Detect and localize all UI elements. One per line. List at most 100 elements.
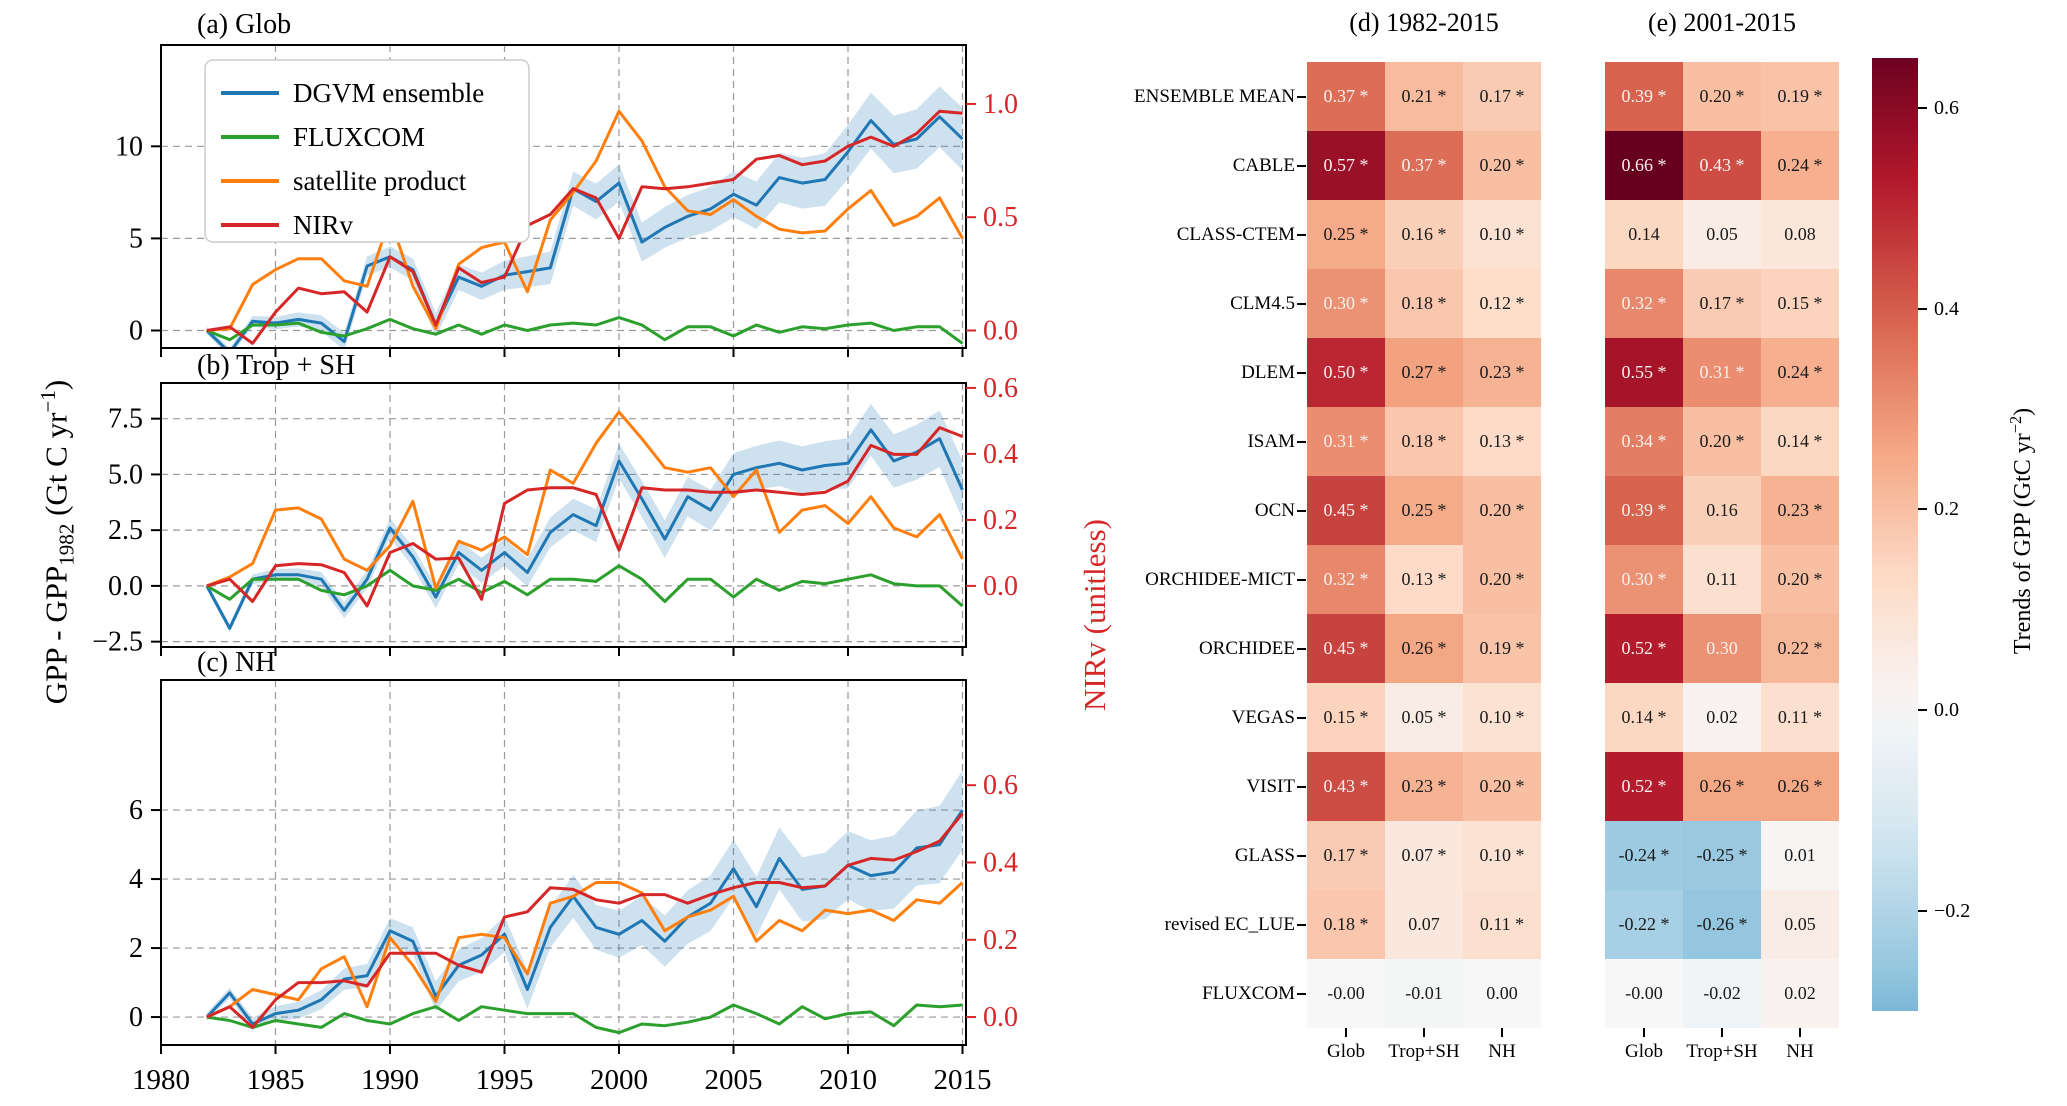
column-label-nh: NH xyxy=(1786,1041,1814,1062)
row-label-class-ctem: CLASS-CTEM xyxy=(1176,223,1295,245)
heatmap-cell: 0.05 * xyxy=(1385,683,1463,752)
heatmap-cell: 0.31 * xyxy=(1683,338,1761,407)
row-label-orchidee: ORCHIDEE xyxy=(1198,637,1295,659)
heatmap-title-d: (d) 1982-2015 xyxy=(1349,8,1499,37)
right-y-tick-label: 0.2 xyxy=(983,925,1018,956)
panel-title-a: (a) Glob xyxy=(197,9,291,40)
x-tick-label: 2005 xyxy=(705,1064,763,1096)
heatmap-cell: 0.17 * xyxy=(1683,269,1761,338)
panel-a: 0 5 10 0.0 0.5 1.0 (a) Glob xyxy=(115,9,1018,357)
row-tick xyxy=(1297,302,1306,305)
y-tick-label: −2.5 xyxy=(92,627,143,658)
heatmap-cell: 0.05 xyxy=(1761,890,1839,959)
heatmap-cell: 0.18 * xyxy=(1385,269,1463,338)
heatmap-cell: 0.11 * xyxy=(1761,683,1839,752)
heatmap-cell: 0.31 * xyxy=(1307,407,1385,476)
panel-c: 0 2 4 6 0.0 0.2 0.4 0.6 1980 1985 1990 1995 2000 2005… xyxy=(129,647,1018,1096)
heatmap-cell: 0.30 * xyxy=(1307,269,1385,338)
heatmap-cell: -0.25 * xyxy=(1683,821,1761,890)
row-tick xyxy=(1297,854,1306,857)
row-tick xyxy=(1297,647,1306,650)
heatmap-cell: -0.01 xyxy=(1385,959,1463,1028)
panel-title-b: (b) Trop + SH xyxy=(197,350,355,381)
heatmap-cell: 0.16 xyxy=(1683,476,1761,545)
series-line-fluxcom xyxy=(206,1003,963,1035)
heatmap-cell: -0.22 * xyxy=(1605,890,1683,959)
heatmap-title-e: (e) 2001-2015 xyxy=(1647,8,1796,37)
heatmap-cell: -0.02 xyxy=(1683,959,1761,1028)
heatmap-cell: 0.00 xyxy=(1463,959,1541,1028)
heatmap-cell: -0.00 xyxy=(1307,959,1385,1028)
heatmap-cell: 0.66 * xyxy=(1605,131,1683,200)
column-tick xyxy=(1721,1028,1723,1037)
row-tick xyxy=(1297,164,1306,167)
column-label-trop-sh: Trop+SH xyxy=(1686,1041,1758,1062)
heatmap-cell: 0.26 * xyxy=(1683,752,1761,821)
heatmap-cell: 0.14 * xyxy=(1761,407,1839,476)
heatmap-cell: 0.11 * xyxy=(1463,890,1541,959)
heatmap-cell: 0.18 * xyxy=(1385,407,1463,476)
y-tick-label: 5.0 xyxy=(108,459,143,490)
column-tick xyxy=(1423,1028,1425,1037)
colorbar-tick xyxy=(1918,307,1927,310)
dgvm-uncertainty-band xyxy=(206,770,963,1031)
heatmap-cell: 0.07 xyxy=(1385,890,1463,959)
column-tick xyxy=(1799,1028,1801,1037)
series-line-nirv xyxy=(206,812,964,1029)
heatmap-cell: 0.02 xyxy=(1683,683,1761,752)
x-tick-label: 1995 xyxy=(476,1064,534,1096)
colorbar-tick-label: 0.2 xyxy=(1934,498,1959,521)
heatmap-cell: 0.57 * xyxy=(1307,131,1385,200)
heatmap-cell: 0.39 * xyxy=(1605,476,1683,545)
heatmap-cell: 0.01 xyxy=(1761,821,1839,890)
colorbar-tick xyxy=(1918,107,1927,110)
colorbar-tick xyxy=(1918,709,1927,712)
heatmap-cell: 0.50 * xyxy=(1307,338,1385,407)
heatmap-cell: 0.10 * xyxy=(1463,683,1541,752)
heatmap-cell: -0.26 * xyxy=(1683,890,1761,959)
row-label-isam: ISAM xyxy=(1247,430,1295,452)
heatmap-cell: 0.26 * xyxy=(1385,614,1463,683)
heatmap-cell: 0.17 * xyxy=(1463,62,1541,131)
heatmap-cell: 0.25 * xyxy=(1307,200,1385,269)
heatmap-cell: -0.00 xyxy=(1605,959,1683,1028)
heatmap-cell: 0.02 xyxy=(1761,959,1839,1028)
heatmap-cell: -0.24 * xyxy=(1605,821,1683,890)
right-y-tick-label: 0.4 xyxy=(983,439,1018,470)
heatmap-cell: 0.39 * xyxy=(1605,62,1683,131)
heatmap-cell: 0.37 * xyxy=(1307,62,1385,131)
legend: DGVM ensemble FLUXCOM satellite product NIR… xyxy=(204,59,530,243)
dgvm-uncertainty-band xyxy=(206,403,963,633)
heatmap-cell: 0.19 * xyxy=(1761,62,1839,131)
colorbar-tick xyxy=(1918,909,1927,912)
heatmap-cell: 0.37 * xyxy=(1385,131,1463,200)
row-label-cable: CABLE xyxy=(1232,154,1295,176)
heatmap-cell: 0.08 xyxy=(1761,200,1839,269)
row-label-glass: GLASS xyxy=(1234,844,1295,866)
x-tick-label: 1985 xyxy=(247,1064,305,1096)
heatmap-cell: 0.19 * xyxy=(1463,614,1541,683)
legend-label: DGVM ensemble xyxy=(293,78,484,108)
heatmap-cell: 0.23 * xyxy=(1761,476,1839,545)
heatmap-cell: 0.15 * xyxy=(1307,683,1385,752)
heatmap-cell: 0.32 * xyxy=(1307,545,1385,614)
plot-border xyxy=(160,382,967,648)
heatmap-cell: 0.13 * xyxy=(1463,407,1541,476)
series-line-dgvm xyxy=(205,115,964,348)
y-tick-label: 0 xyxy=(129,1002,143,1033)
row-label-visit: VISIT xyxy=(1246,775,1295,797)
series-line-fluxcom xyxy=(206,564,964,608)
colorbar-tick xyxy=(1918,508,1927,511)
column-label-glob: Glob xyxy=(1625,1041,1663,1062)
panel-b: −2.5 0.0 2.5 5.0 7.5 0.0 0.2 0.4 0.6 (b) Trop + S… xyxy=(92,350,1018,658)
series-line-nirv xyxy=(206,426,964,608)
right-y-tick-label: 0.5 xyxy=(983,202,1018,233)
heatmap-cell: 0.23 * xyxy=(1463,338,1541,407)
heatmap-cell: 0.43 * xyxy=(1307,752,1385,821)
column-tick xyxy=(1501,1028,1503,1037)
x-tick-label: 2000 xyxy=(590,1064,648,1096)
heatmap-cell: 0.05 xyxy=(1683,200,1761,269)
heatmap-cell: 0.45 * xyxy=(1307,614,1385,683)
right-y-tick-label: 0.0 xyxy=(983,316,1018,347)
